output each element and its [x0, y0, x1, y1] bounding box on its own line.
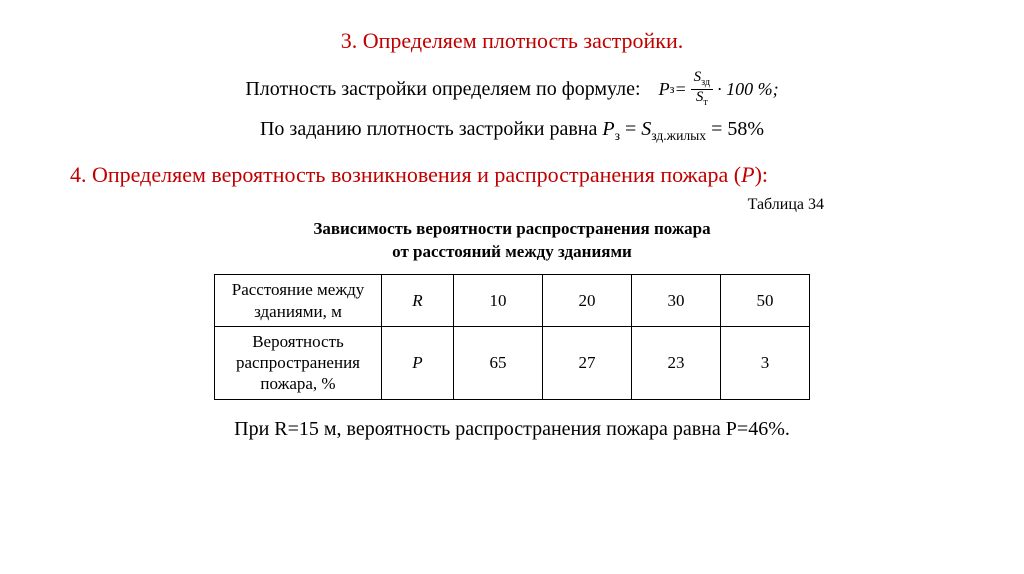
- table-title-line2: от расстояний между зданиями: [392, 242, 632, 261]
- fire-probability-table: Расстояние между зданиями, м R 10 20 30 …: [214, 274, 810, 399]
- row2-val-1: 27: [543, 326, 632, 399]
- row1-val-3: 50: [721, 275, 810, 327]
- given-s-sub: зд.жилых: [651, 128, 706, 143]
- density-formula-text: Плотность застройки определяем по формул…: [245, 78, 640, 101]
- table-row: Расстояние между зданиями, м R 10 20 30 …: [215, 275, 810, 327]
- sec4-prefix: 4. Определяем вероятность возникновения …: [70, 162, 741, 187]
- formula-eq: =: [674, 79, 686, 100]
- row2-val-2: 23: [632, 326, 721, 399]
- given-prefix: По заданию плотность застройки равна: [260, 118, 602, 140]
- table-title: Зависимость вероятности распространения …: [40, 218, 984, 264]
- row1-head: Расстояние между зданиями, м: [215, 275, 382, 327]
- given-p: P: [602, 118, 614, 140]
- given-s: S: [641, 118, 651, 140]
- given-val: 58%: [727, 118, 764, 140]
- density-formula-line: Плотность застройки определяем по формул…: [40, 70, 984, 108]
- formula-lhs: P: [659, 79, 670, 100]
- formula-den-sub: т: [703, 97, 707, 108]
- formula-num-sub: зд: [701, 77, 710, 88]
- table-row: Вероятность распространения пожара, % P …: [215, 326, 810, 399]
- sec4-suffix: ):: [755, 162, 768, 187]
- row1-val-2: 30: [632, 275, 721, 327]
- section-4-title: 4. Определяем вероятность возникновения …: [40, 162, 984, 188]
- formula-num: S: [694, 69, 702, 85]
- row1-symbol: R: [382, 275, 454, 327]
- given-eq1: =: [620, 118, 641, 140]
- row2-val-3: 3: [721, 326, 810, 399]
- given-eq2: =: [706, 118, 727, 140]
- row2-symbol: P: [382, 326, 454, 399]
- conclusion-line: При R=15 м, вероятность распространения …: [40, 418, 984, 441]
- sec4-var: P: [741, 162, 754, 187]
- table-title-line1: Зависимость вероятности распространения …: [313, 219, 710, 238]
- row2-head: Вероятность распространения пожара, %: [215, 326, 382, 399]
- row1-val-0: 10: [454, 275, 543, 327]
- formula-fraction: Sзд Sт: [691, 70, 714, 108]
- density-formula: Pз = Sзд Sт · 100 %;: [659, 70, 779, 108]
- row1-val-1: 20: [543, 275, 632, 327]
- section-3-title: 3. Определяем плотность застройки.: [40, 28, 984, 54]
- formula-tail: · 100 %;: [717, 79, 779, 100]
- row2-val-0: 65: [454, 326, 543, 399]
- density-given-line: По заданию плотность застройки равна Pз …: [40, 118, 984, 144]
- table-number-label: Таблица 34: [40, 196, 824, 214]
